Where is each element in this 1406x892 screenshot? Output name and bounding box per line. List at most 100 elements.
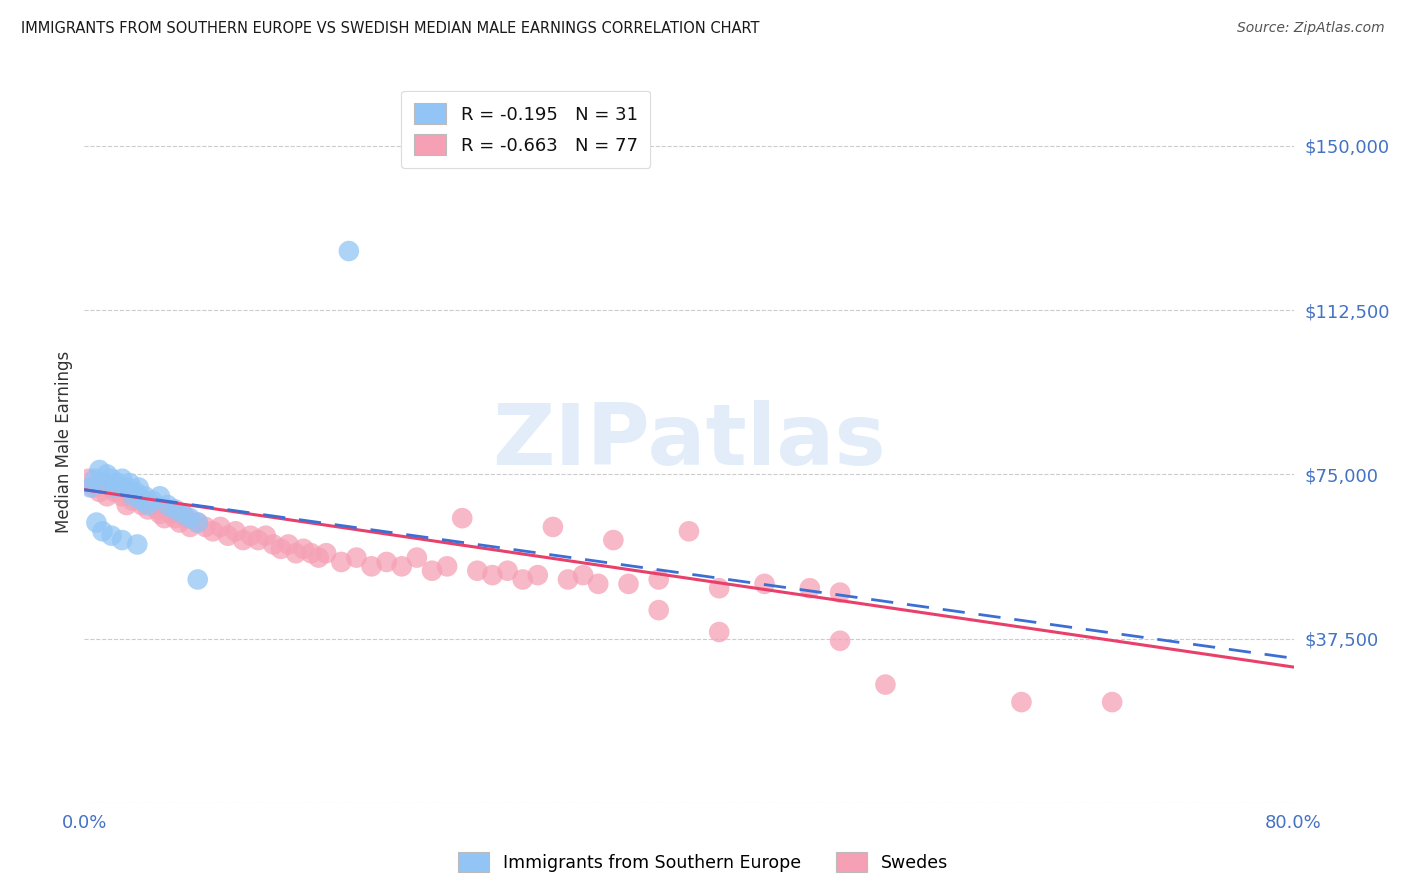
Point xyxy=(104,481,127,495)
Point xyxy=(467,564,489,578)
Point xyxy=(131,498,153,512)
Point xyxy=(136,498,159,512)
Point xyxy=(165,502,187,516)
Point xyxy=(270,541,292,556)
Point xyxy=(232,533,254,547)
Point xyxy=(187,573,209,587)
Point xyxy=(79,481,101,495)
Point xyxy=(121,489,143,503)
Point xyxy=(315,546,337,560)
Point xyxy=(572,568,595,582)
Point xyxy=(111,472,134,486)
Point xyxy=(91,524,114,539)
Point xyxy=(391,559,413,574)
Point xyxy=(82,481,104,495)
Point xyxy=(277,537,299,551)
Legend: Immigrants from Southern Europe, Swedes: Immigrants from Southern Europe, Swedes xyxy=(451,845,955,879)
Point xyxy=(165,511,187,525)
Point xyxy=(100,529,122,543)
Point xyxy=(308,550,330,565)
Point xyxy=(134,489,156,503)
Point xyxy=(830,633,852,648)
Point xyxy=(648,573,671,587)
Point xyxy=(754,577,776,591)
Point xyxy=(127,489,149,503)
Point xyxy=(527,568,550,582)
Point xyxy=(799,581,821,595)
Point xyxy=(172,507,194,521)
Point xyxy=(121,493,143,508)
Point xyxy=(141,498,163,512)
Point xyxy=(156,502,179,516)
Point xyxy=(131,493,153,508)
Point xyxy=(217,529,239,543)
Point xyxy=(557,573,579,587)
Point xyxy=(209,520,232,534)
Point xyxy=(187,516,209,530)
Point xyxy=(247,533,270,547)
Point xyxy=(111,533,134,547)
Legend: R = -0.195   N = 31, R = -0.663   N = 77: R = -0.195 N = 31, R = -0.663 N = 77 xyxy=(401,91,651,168)
Point xyxy=(337,244,360,258)
Point xyxy=(89,463,111,477)
Point xyxy=(830,585,852,599)
Point xyxy=(125,484,148,499)
Point xyxy=(149,489,172,503)
Point xyxy=(179,511,201,525)
Point xyxy=(156,498,179,512)
Point xyxy=(160,507,183,521)
Point xyxy=(146,502,169,516)
Point xyxy=(648,603,671,617)
Point xyxy=(96,467,118,482)
Point xyxy=(91,476,114,491)
Text: ZIPatlas: ZIPatlas xyxy=(492,400,886,483)
Point xyxy=(512,573,534,587)
Point xyxy=(299,546,322,560)
Point xyxy=(91,476,114,491)
Point xyxy=(285,546,308,560)
Point xyxy=(115,481,138,495)
Point xyxy=(451,511,474,525)
Point xyxy=(136,502,159,516)
Point xyxy=(481,568,503,582)
Point xyxy=(254,529,277,543)
Point xyxy=(128,481,150,495)
Point xyxy=(709,625,731,640)
Point xyxy=(588,577,610,591)
Point xyxy=(169,516,191,530)
Point xyxy=(115,498,138,512)
Point xyxy=(436,559,458,574)
Point xyxy=(77,472,100,486)
Point xyxy=(194,520,217,534)
Text: IMMIGRANTS FROM SOUTHERN EUROPE VS SWEDISH MEDIAN MALE EARNINGS CORRELATION CHAR: IMMIGRANTS FROM SOUTHERN EUROPE VS SWEDI… xyxy=(21,21,759,37)
Point xyxy=(875,677,897,691)
Point xyxy=(100,481,122,495)
Point xyxy=(118,476,141,491)
Point xyxy=(346,550,368,565)
Point xyxy=(96,489,118,503)
Point xyxy=(1101,695,1123,709)
Point xyxy=(127,537,149,551)
Point xyxy=(86,516,108,530)
Point xyxy=(496,564,519,578)
Point xyxy=(118,484,141,499)
Point xyxy=(104,484,127,499)
Point xyxy=(330,555,353,569)
Point xyxy=(107,476,129,491)
Point xyxy=(1011,695,1033,709)
Point xyxy=(176,511,198,525)
Point xyxy=(179,520,201,534)
Text: Source: ZipAtlas.com: Source: ZipAtlas.com xyxy=(1237,21,1385,36)
Point xyxy=(617,577,640,591)
Point xyxy=(406,550,429,565)
Point xyxy=(149,507,172,521)
Point xyxy=(678,524,700,539)
Point xyxy=(141,493,163,508)
Point xyxy=(100,472,122,486)
Point xyxy=(111,489,134,503)
Point xyxy=(292,541,315,556)
Point xyxy=(602,533,624,547)
Point xyxy=(89,484,111,499)
Point xyxy=(187,516,209,530)
Point xyxy=(84,472,107,486)
